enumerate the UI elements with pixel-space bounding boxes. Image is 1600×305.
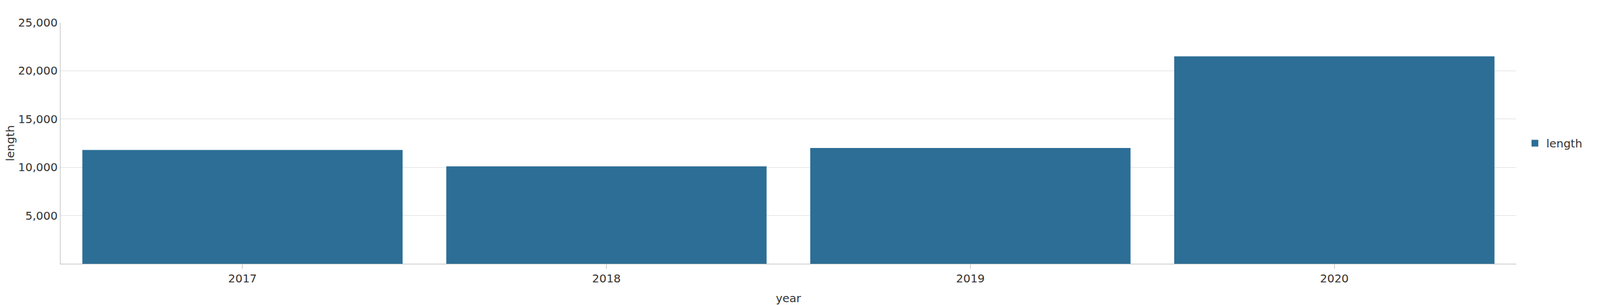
svg-text:25,000: 25,000: [18, 15, 58, 30]
svg-text:length: length: [3, 125, 17, 162]
svg-text:2018: 2018: [591, 271, 621, 286]
svg-text:length: length: [1546, 136, 1583, 151]
svg-text:2017: 2017: [227, 271, 257, 286]
svg-text:5,000: 5,000: [25, 209, 58, 223]
svg-text:year: year: [775, 291, 802, 305]
svg-text:2020: 2020: [1320, 271, 1349, 286]
svg-text:2019: 2019: [956, 271, 985, 286]
svg-text:20,000: 20,000: [18, 63, 58, 78]
svg-text:15,000: 15,000: [18, 112, 58, 127]
svg-text:10,000: 10,000: [18, 160, 58, 175]
